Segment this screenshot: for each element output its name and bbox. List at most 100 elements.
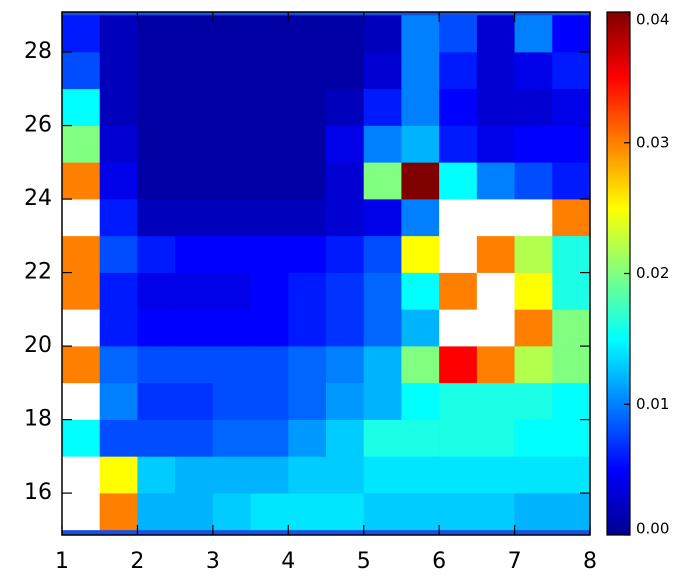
heatmap-cell: [62, 346, 101, 384]
heatmap-cell: [175, 493, 214, 531]
colorbar-tick-label: 0.03: [636, 133, 669, 151]
heatmap-cell: [514, 52, 553, 90]
heatmap-cell: [476, 382, 515, 420]
heatmap-cell: [99, 493, 138, 531]
heatmap-cell: [212, 125, 251, 163]
heatmap-cell: [401, 199, 440, 237]
heatmap-cell: [137, 199, 176, 237]
heatmap-cell: [363, 125, 402, 163]
x-tick-label: 2: [130, 549, 144, 574]
heatmap: [62, 15, 591, 531]
heatmap-cell: [401, 493, 440, 531]
heatmap-cell: [99, 125, 138, 163]
heatmap-cell: [326, 235, 365, 273]
heatmap-cell: [439, 309, 478, 347]
x-tick-label: 8: [583, 549, 597, 574]
heatmap-cell: [439, 493, 478, 531]
heatmap-cell: [99, 419, 138, 457]
heatmap-cell: [288, 419, 327, 457]
heatmap-cell: [476, 162, 515, 200]
heatmap-cell: [401, 419, 440, 457]
heatmap-cell: [326, 272, 365, 310]
heatmap-cell: [99, 309, 138, 347]
heatmap-cell: [401, 272, 440, 310]
heatmap-cell: [137, 88, 176, 126]
heatmap-cell: [552, 199, 591, 237]
heatmap-cell: [250, 199, 289, 237]
heatmap-cell: [514, 272, 553, 310]
heatmap-cell: [476, 88, 515, 126]
heatmap-cell: [250, 125, 289, 163]
heatmap-cell: [439, 346, 478, 384]
heatmap-cell: [439, 125, 478, 163]
heatmap-cell: [62, 199, 101, 237]
heatmap-cell: [175, 419, 214, 457]
heatmap-cell: [326, 456, 365, 494]
heatmap-cell: [401, 52, 440, 90]
heatmap-cell: [137, 162, 176, 200]
heatmap-cell: [514, 456, 553, 494]
heatmap-cell: [363, 272, 402, 310]
heatmap-cell: [363, 52, 402, 90]
heatmap-cell: [439, 88, 478, 126]
heatmap-cell: [212, 309, 251, 347]
heatmap-cell: [212, 346, 251, 384]
plot-frame: [61, 11, 591, 536]
heatmap-cell: [137, 493, 176, 531]
heatmap-cell: [363, 309, 402, 347]
heatmap-cell: [212, 493, 251, 531]
x-tick-label: 6: [432, 549, 446, 574]
heatmap-cell: [401, 125, 440, 163]
heatmap-cell: [288, 272, 327, 310]
heatmap-cell: [212, 52, 251, 90]
heatmap-cell: [250, 52, 289, 90]
heatmap-cell: [250, 309, 289, 347]
heatmap-cell: [288, 88, 327, 126]
heatmap-cell: [363, 235, 402, 273]
heatmap-cell: [288, 125, 327, 163]
heatmap-cell: [514, 346, 553, 384]
heatmap-cell: [476, 272, 515, 310]
heatmap-cell: [401, 235, 440, 273]
heatmap-cell: [175, 382, 214, 420]
heatmap-cell: [439, 52, 478, 90]
heatmap-cell: [476, 346, 515, 384]
heatmap-cell: [326, 15, 365, 53]
heatmap-cell: [363, 346, 402, 384]
heatmap-cell: [288, 456, 327, 494]
heatmap-cell: [99, 162, 138, 200]
heatmap-cell: [401, 309, 440, 347]
heatmap-cell: [288, 199, 327, 237]
heatmap-cell: [175, 309, 214, 347]
heatmap-cell: [250, 235, 289, 273]
heatmap-cell: [514, 15, 553, 53]
heatmap-cell: [288, 382, 327, 420]
heatmap-cell: [62, 309, 101, 347]
heatmap-cell: [175, 456, 214, 494]
heatmap-cell: [363, 199, 402, 237]
heatmap-cell: [212, 382, 251, 420]
heatmap-cell: [514, 382, 553, 420]
heatmap-cell: [363, 493, 402, 531]
heatmap-cell: [250, 88, 289, 126]
heatmap-cell: [62, 419, 101, 457]
heatmap-cell: [137, 346, 176, 384]
heatmap-cell: [62, 456, 101, 494]
y-tick-label: 24: [24, 186, 52, 211]
heatmap-cell: [326, 88, 365, 126]
heatmap-cell: [137, 235, 176, 273]
heatmap-cell: [137, 15, 176, 53]
x-tick-label: 3: [206, 549, 220, 574]
heatmap-cell: [439, 272, 478, 310]
heatmap-cell: [137, 125, 176, 163]
y-tick-label: 28: [24, 39, 52, 64]
heatmap-cell: [288, 235, 327, 273]
heatmap-cell: [401, 456, 440, 494]
heatmap-cell: [476, 493, 515, 531]
heatmap-cell: [476, 235, 515, 273]
heatmap-cell: [175, 88, 214, 126]
heatmap-cell: [250, 493, 289, 531]
heatmap-cell: [363, 162, 402, 200]
heatmap-cell: [99, 52, 138, 90]
